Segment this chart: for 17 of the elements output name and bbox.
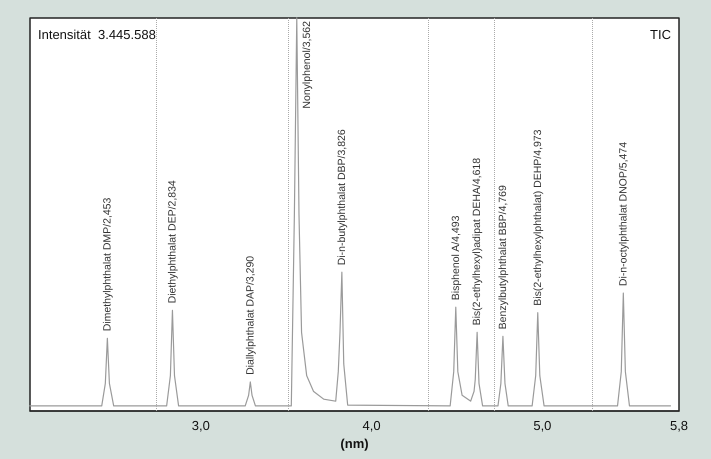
x-axis-title: (nm) [340, 436, 369, 451]
annotation: Di-n-octylphthalat DNOP/5,474 [617, 142, 630, 286]
x-tick-label: 4,0 [362, 418, 381, 433]
annotation: Intensität 3.445.588 [38, 27, 156, 42]
x-tick-label: 5,8 [670, 418, 688, 433]
annotation: Nonylphenol/3,562 [300, 20, 313, 109]
annotation: Diallylphthalat DAP/3,290 [244, 256, 256, 375]
x-tick-label: 5,0 [533, 418, 552, 433]
annotation: Bis(2-ethylhexyl)adipat DEHA/4,618 [471, 158, 484, 326]
annotation: TIC [650, 27, 671, 42]
annotation: Di-n-butylphthalat DBP/3,826 [336, 129, 348, 266]
annotation: Benzylbutylphthalat BBP/4,769 [496, 184, 509, 330]
annotation: Bisphenol A/4,493 [450, 215, 462, 300]
x-tick-label: 3,0 [192, 418, 210, 433]
annotation: Dimethylphthalat DMP/2,453 [101, 197, 114, 332]
annotation: Diethylphthalat DEP/2,834 [166, 180, 178, 304]
annotation: Bis(2-ethylhexylphthalat) DEHP/4,973 [532, 129, 544, 306]
